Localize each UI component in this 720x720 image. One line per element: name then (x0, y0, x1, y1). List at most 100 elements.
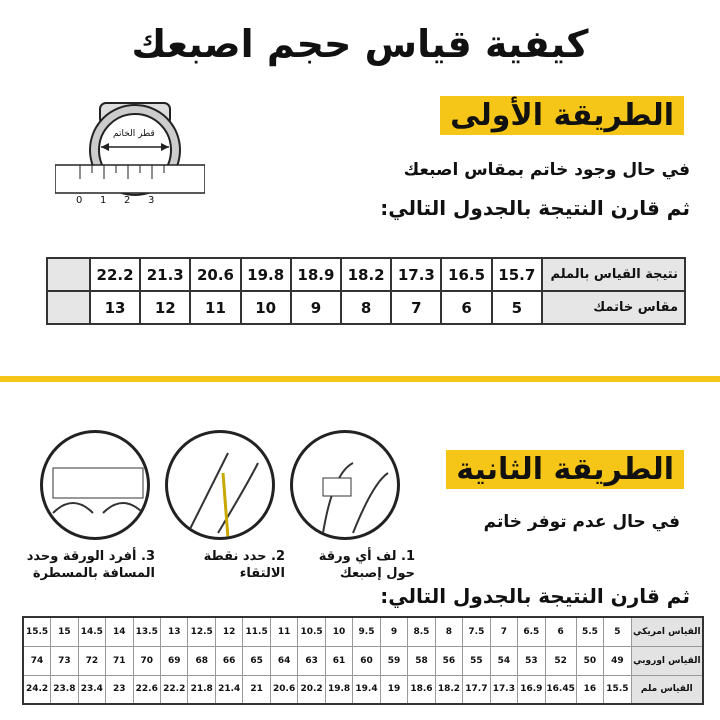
table-cell: 5 (490, 290, 543, 325)
table-cell: 73 (50, 645, 79, 676)
table-cell: 22.2 (88, 257, 142, 292)
table-cell: 8 (434, 616, 464, 647)
table-row: نتيجة القياس بالملم 15.7 16.5 17.3 18.2 18.9 1… (46, 257, 687, 292)
table-cell: 74 (22, 645, 52, 676)
table-cell: 52 (544, 645, 577, 676)
table-cell: 19.8 (239, 257, 292, 292)
table-cell: 61 (324, 645, 354, 676)
table-cell: 15.7 (490, 257, 543, 292)
table-cell: 16.9 (517, 674, 546, 705)
ring-size-conversion-table: القياس امريكي 5 5.5 6 6.5 7 7.5 8 8.5 9 9.5 10 10.5 1… (22, 616, 704, 705)
table-cell: 56 (434, 645, 464, 676)
table-cell: 9.5 (352, 616, 381, 647)
table-cell: 68 (187, 645, 216, 676)
table-cell: 21.8 (187, 674, 216, 705)
table-cell: 5.5 (575, 616, 605, 647)
row-header: القياس ملم (630, 674, 704, 705)
table-cell: 20.6 (269, 674, 299, 705)
ring-size-table: نتيجة القياس بالملم 15.7 16.5 17.3 18.2 18.9 1… (46, 257, 687, 325)
method2-line2: ثم قارن النتيجة بالجدول التالي: (380, 584, 690, 608)
table-cell: 63 (297, 645, 326, 676)
step1-illustration (290, 430, 400, 540)
table-cell: 24.2 (22, 674, 52, 705)
table-cell: 6 (440, 290, 493, 325)
table-cell: 16.45 (544, 674, 577, 705)
method1-line2: ثم قارن النتيجة بالجدول التالي: (380, 196, 690, 220)
table-cell: 17.3 (390, 257, 443, 292)
table-cell: 17.3 (489, 674, 519, 705)
table-cell: 9 (379, 616, 409, 647)
table-cell: 65 (242, 645, 271, 676)
table-cell: 15 (50, 616, 79, 647)
row-header: نتيجة القياس بالملم (540, 257, 687, 292)
table-cell: 50 (575, 645, 605, 676)
ring-label: قطر الخاتم (113, 129, 155, 139)
ruler-tick: 3 (148, 195, 155, 206)
table-cell: 22.6 (132, 674, 162, 705)
method1-line1: في حال وجود خاتم بمقاس اصبعك (403, 160, 690, 180)
table-cell: 58 (407, 645, 436, 676)
table-cell: 20.6 (189, 257, 242, 292)
ruler-tick: 0 (76, 195, 83, 206)
table-row: مقاس خاتمك 5 6 7 8 9 10 11 12 13 (46, 290, 687, 325)
table-cell: 10 (239, 290, 292, 325)
table-cell: 20.2 (297, 674, 326, 705)
table-cell: 7.5 (462, 616, 491, 647)
section-divider (0, 376, 720, 382)
table-cell: 13.5 (132, 616, 162, 647)
table-cell: 16.5 (440, 257, 493, 292)
table-cell: 10.5 (297, 616, 326, 647)
step3-illustration (40, 430, 150, 540)
page-title: كيفية قياس حجم اصبعك (131, 22, 589, 66)
table-cell: 12.5 (187, 616, 216, 647)
step3-text: 3. أفرد الورقة وحدد المسافة بالمسطرة (26, 549, 155, 581)
table-cell: 6.5 (517, 616, 546, 647)
table-cell: 23.8 (50, 674, 79, 705)
method2-line1: في حال عدم توفر خاتم (483, 512, 680, 532)
table-cell: 8 (340, 290, 393, 325)
table-cell: 54 (489, 645, 519, 676)
table-cell: 66 (214, 645, 244, 676)
ring-ruler-icon (54, 102, 206, 196)
table-cell: 18.6 (407, 674, 436, 705)
table-cell: 49 (603, 645, 632, 676)
table-cell: 19 (379, 674, 409, 705)
table-cell: 53 (517, 645, 546, 676)
ruler-tick: 2 (124, 195, 131, 206)
table-cell: 13 (88, 290, 142, 325)
table-cell: 8.5 (407, 616, 436, 647)
table-cell: 18.9 (289, 257, 343, 292)
empty-cell (46, 290, 91, 325)
table-row: القياس اوروبي 49 50 52 53 54 55 56 58 59 60 61 63 64 6… (22, 645, 704, 676)
table-cell: 12 (139, 290, 192, 325)
table-cell: 19.8 (324, 674, 354, 705)
ruler-tick: 1 (100, 195, 107, 206)
table-cell: 16 (575, 674, 605, 705)
table-cell: 23.4 (77, 674, 107, 705)
table-cell: 21 (242, 674, 271, 705)
table-cell: 18.2 (340, 257, 393, 292)
table-cell: 72 (77, 645, 107, 676)
step2-text: 2. حدد نقطة الالتقاء (203, 549, 285, 581)
table-cell: 7 (390, 290, 443, 325)
table-cell: 22.2 (159, 674, 189, 705)
row-header: القياس اوروبي (630, 645, 704, 676)
table-cell: 11.5 (242, 616, 271, 647)
table-cell: 5 (603, 616, 632, 647)
table-cell: 15.5 (603, 674, 632, 705)
ring-diagram: قطر الخاتم 0 1 2 3 (54, 95, 206, 215)
table-cell: 14 (105, 616, 134, 647)
table-cell: 15.5 (22, 616, 52, 647)
table-cell: 11 (269, 616, 299, 647)
table-cell: 21.3 (139, 257, 192, 292)
table-cell: 64 (269, 645, 299, 676)
table-cell: 71 (105, 645, 134, 676)
table-cell: 55 (462, 645, 491, 676)
table-cell: 11 (189, 290, 242, 325)
empty-cell (46, 257, 91, 292)
row-header: مقاس خاتمك (540, 290, 687, 325)
table-cell: 19.4 (352, 674, 381, 705)
table-cell: 18.2 (434, 674, 464, 705)
table-row: القياس ملم 15.5 16 16.45 16.9 17.3 17.7 18.2 18.… (22, 674, 704, 705)
method2-badge: الطريقة الثانية (446, 450, 684, 489)
